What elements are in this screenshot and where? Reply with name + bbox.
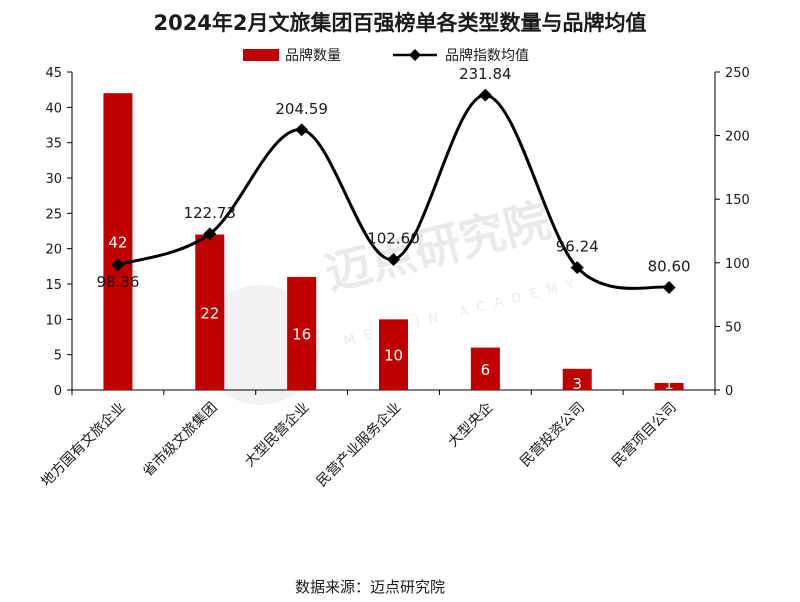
bar-labels: 42 22 16 10 6 3 1 [108,234,673,393]
bar [287,276,317,390]
chart-title: 2024年2月文旅集团百强榜单各类型数量与品牌均值 [153,11,646,35]
left-tick-label: 5 [54,349,62,364]
left-tick-label: 20 [45,243,62,258]
left-tick-label: 45 [45,66,62,81]
category-label: 省市级文旅集团 [139,399,220,480]
right-tick-label: 250 [725,66,750,81]
line-value-label: 102.60 [367,229,420,247]
line-value-label: 96.24 [556,238,599,256]
right-axis-ticks: 0 50 100 150 200 250 [715,66,750,399]
line-point-marker [662,280,676,294]
line-markers [111,88,676,294]
left-tick-label: 0 [54,384,62,399]
category-label: 民营项目公司 [609,400,680,471]
bar [562,368,592,390]
legend-bar-swatch [243,49,279,61]
line-value-label: 80.60 [648,257,691,275]
line-value-label: 231.84 [459,65,512,83]
category-label: 大型民营企业 [241,399,312,470]
line-value-label: 98.36 [96,273,139,291]
bar-value-label: 6 [481,361,491,379]
line-point-marker [387,252,400,266]
right-tick-label: 200 [725,130,750,145]
right-tick-label: 50 [725,320,742,335]
line-labels: 98.36 122.73 204.59 102.60 231.84 96.24 80.60 [96,65,690,291]
category-label: 大型央企 [445,399,497,451]
line-value-label: 122.73 [184,204,237,222]
category-label: 民营投资公司 [517,400,588,471]
left-tick-label: 40 [45,101,62,116]
bar [470,347,500,390]
line-point-marker [570,261,584,275]
bar-value-label: 1 [664,375,674,393]
line-point-marker [111,258,125,272]
left-tick-label: 25 [45,207,62,222]
bar [379,319,408,390]
left-tick-label: 10 [45,313,62,328]
left-tick-label: 35 [45,137,62,152]
right-tick-label: 0 [725,384,733,399]
right-tick-label: 150 [725,193,750,208]
bar [103,93,133,390]
bar-value-label: 10 [384,347,403,365]
category-labels: 地方国有文旅企业 省市级文旅集团 大型民营企业 民营产业服务企业 大型央企 民营投资公司民… [38,399,680,490]
bar-value-label: 3 [572,375,582,393]
category-label: 地方国有文旅企业 [38,399,129,490]
bar-series [103,93,684,390]
legend-bar-label: 品牌数量 [285,47,341,64]
left-tick-label: 15 [45,278,62,293]
legend: 品牌数量 品牌指数均值 [243,47,529,64]
source-note: 数据来源：迈点研究院 [295,578,445,596]
bar [654,382,684,390]
legend-line-label: 品牌指数均值 [445,47,529,64]
line-point-marker [295,123,309,137]
x-axis-ticks [71,390,716,395]
bar-value-label: 42 [108,234,127,252]
left-axis-ticks: 0 5 10 15 20 25 30 35 40 45 [45,66,72,399]
left-tick-label: 30 [45,172,62,187]
line-point-marker [478,88,492,102]
bar-value-label: 16 [292,325,311,343]
right-tick-label: 100 [725,257,750,272]
legend-line-marker [409,49,421,61]
line-value-label: 204.59 [275,100,328,118]
bar [195,234,225,390]
watermark-text: 迈点研究院 [320,193,556,301]
category-label: 民营产业服务企业 [313,399,404,490]
line-point-marker [203,227,217,241]
bar-value-label: 22 [200,304,219,322]
